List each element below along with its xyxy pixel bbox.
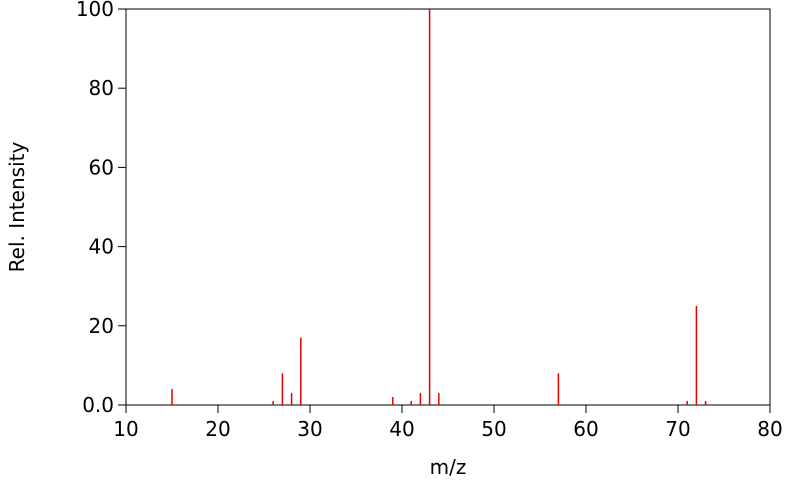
x-tick-label: 80: [757, 417, 782, 441]
y-tick-label: 60: [89, 155, 114, 179]
y-tick-label: 100: [76, 0, 114, 21]
x-tick-label: 40: [389, 417, 414, 441]
x-axis-label: m/z: [430, 455, 467, 479]
x-tick-label: 60: [573, 417, 598, 441]
x-tick-label: 70: [665, 417, 690, 441]
x-tick-label: 50: [481, 417, 506, 441]
y-axis-label: Rel. Intensity: [5, 142, 29, 273]
y-tick-label: 80: [89, 76, 114, 100]
x-tick-label: 30: [297, 417, 322, 441]
y-tick-label: 20: [89, 314, 114, 338]
y-tick-label: 0.0: [82, 393, 114, 417]
y-tick-label: 40: [89, 235, 114, 259]
plot-frame: [125, 8, 771, 406]
x-tick-label: 10: [113, 417, 138, 441]
x-tick-label: 20: [205, 417, 230, 441]
